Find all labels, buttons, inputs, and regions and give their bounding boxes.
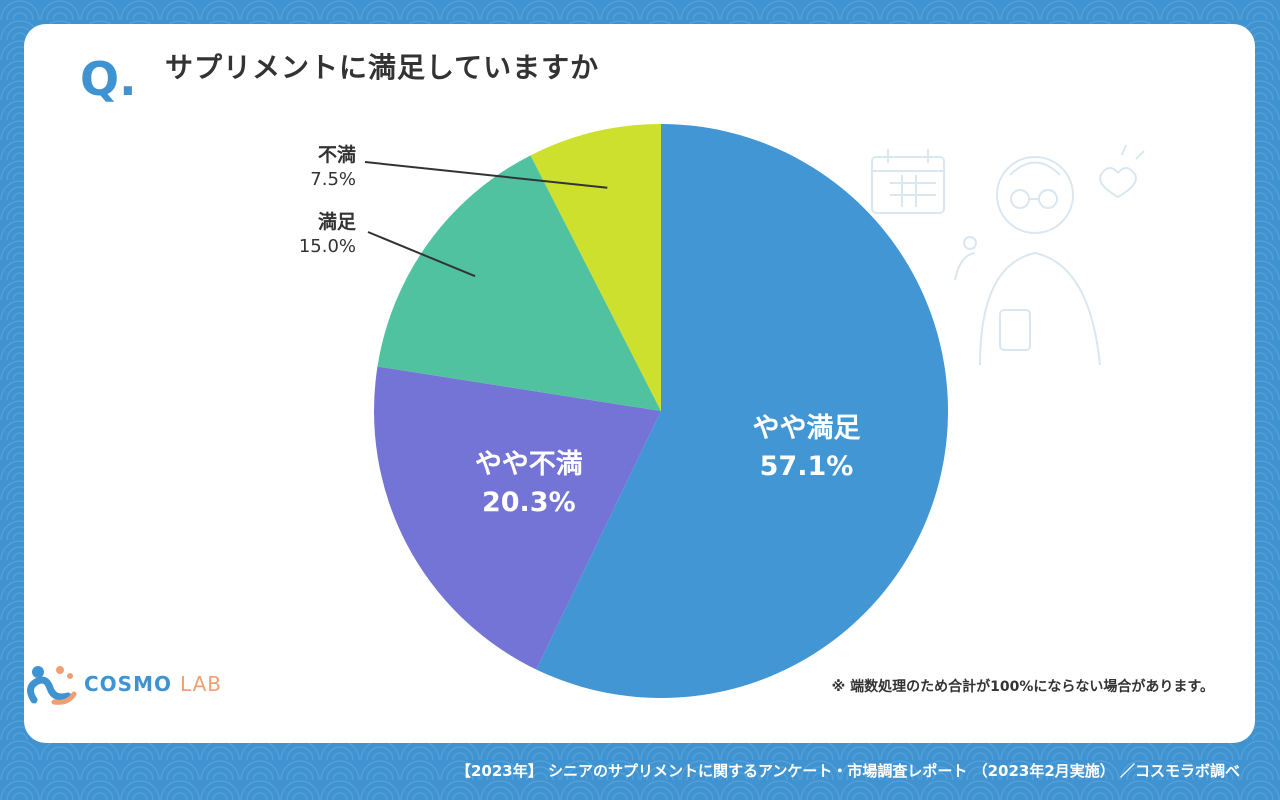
pie-slice-3 [530, 124, 661, 411]
slice-name: 不満 [317, 144, 356, 166]
slice-label-1: やや不満 20.3% [429, 442, 629, 518]
slice-label-2: 満足 15.0% [236, 207, 356, 257]
chart-title: サプリメントに満足していますか [165, 51, 600, 84]
slice-percent: 57.1% [759, 451, 854, 483]
slice-label-0: やや満足 57.1% [706, 406, 906, 482]
senior-illustration [871, 144, 1145, 366]
logo-mark-icon [27, 666, 77, 705]
cosmo-lab-logo: COSMO LAB [24, 660, 224, 708]
footer-caption: 【2023年】 シニアのサプリメントに関するアンケート・市場調査レポート （20… [455, 762, 1240, 780]
pie-slice-0 [536, 124, 948, 698]
leader-line-3 [364, 161, 608, 189]
logo-text-lab: LAB [179, 672, 222, 696]
slice-percent: 15.0% [298, 236, 356, 257]
slice-name: やや満足 [752, 413, 861, 445]
pie-slice-2 [377, 155, 661, 411]
pie-slice-1 [374, 366, 661, 670]
slice-percent: 7.5% [310, 169, 356, 190]
slice-label-3: 不満 7.5% [236, 140, 356, 190]
leader-line-2 [367, 231, 476, 278]
slice-name: 満足 [317, 211, 356, 233]
logo-text: COSMO LAB [84, 672, 222, 696]
slice-name: やや不満 [474, 449, 583, 481]
question-mark: Q. [80, 52, 137, 106]
slice-percent: 20.3% [481, 487, 576, 519]
logo-text-cosmo: COSMO [84, 672, 172, 696]
rounding-note: ※ 端数処理のため合計が100%にならない場合があります。 [831, 679, 1214, 695]
